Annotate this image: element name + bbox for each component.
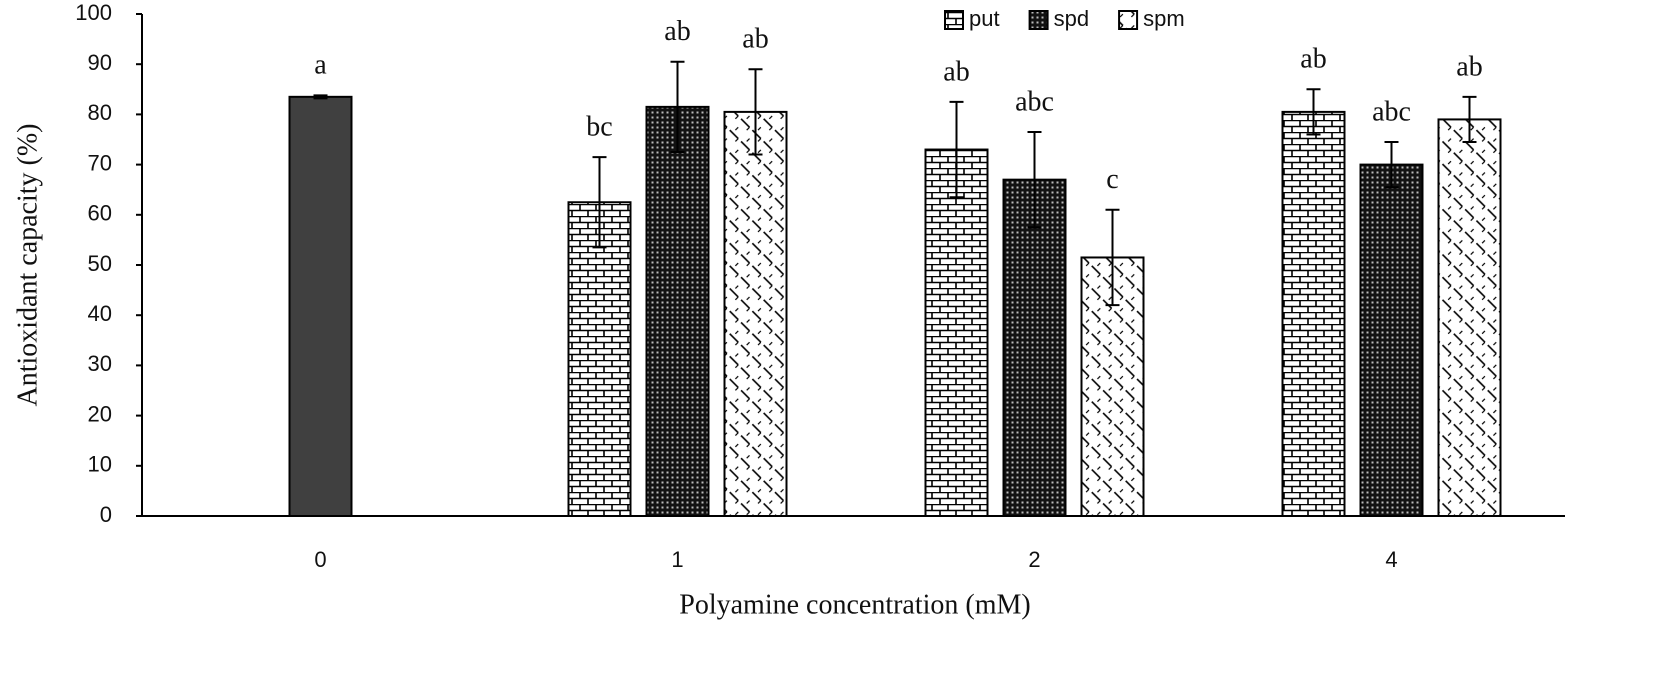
bar: [567, 201, 632, 517]
bar: [723, 110, 788, 517]
significance-letter: abc: [1015, 86, 1054, 117]
bar: [1359, 163, 1424, 517]
y-tick-label: 30: [88, 351, 112, 376]
y-tick-label: 0: [100, 502, 112, 527]
x-tick-label: 0: [314, 547, 326, 572]
y-tick-label: 90: [88, 50, 112, 75]
bar: [1002, 178, 1067, 517]
x-tick-label: 4: [1385, 547, 1397, 572]
error-bar: [592, 156, 607, 249]
bar: [1281, 110, 1346, 517]
x-axis-title: Polyamine concentration (mM): [679, 589, 1030, 620]
y-tick-label: 20: [88, 401, 112, 426]
legend-swatch: [944, 10, 964, 30]
y-tick-label: 10: [88, 452, 112, 477]
error-bar: [1027, 130, 1042, 229]
error-bar: [949, 100, 964, 199]
significance-letter: ab: [742, 24, 768, 55]
legend-label: put: [969, 6, 1000, 31]
significance-letter: ab: [664, 16, 690, 47]
y-tick-label: 70: [88, 150, 112, 175]
error-bar: [1306, 88, 1321, 136]
bar: [924, 148, 989, 517]
significance-letter: abc: [1372, 96, 1411, 127]
error-bar: [1384, 141, 1399, 189]
legend-label: spd: [1054, 6, 1089, 31]
significance-letter: bc: [586, 111, 612, 142]
y-tick-label: 100: [75, 0, 112, 25]
significance-letter: ab: [1300, 44, 1326, 75]
error-bar: [1462, 95, 1477, 144]
error-bar: [748, 68, 763, 156]
y-tick-label: 50: [88, 251, 112, 276]
x-tick-label: 1: [671, 547, 683, 572]
x-tick-label: 2: [1028, 547, 1040, 572]
bar: [288, 95, 353, 518]
bar: [645, 105, 710, 518]
significance-letter: ab: [1456, 51, 1482, 82]
legend-swatch: [1028, 10, 1049, 30]
y-tick-label: 80: [88, 100, 112, 125]
legend-swatch: [1118, 10, 1139, 30]
error-bar: [670, 60, 685, 154]
significance-letter: c: [1106, 164, 1118, 195]
legend-label: spm: [1143, 6, 1185, 31]
error-bar: [1105, 208, 1120, 307]
y-tick-label: 40: [88, 301, 112, 326]
error-bar: [313, 94, 328, 100]
significance-letter: ab: [943, 56, 969, 87]
significance-letter: a: [314, 50, 327, 81]
y-axis-title: Antioxidant capacity (%): [12, 123, 43, 406]
y-tick-label: 60: [88, 201, 112, 226]
bar: [1437, 118, 1502, 517]
